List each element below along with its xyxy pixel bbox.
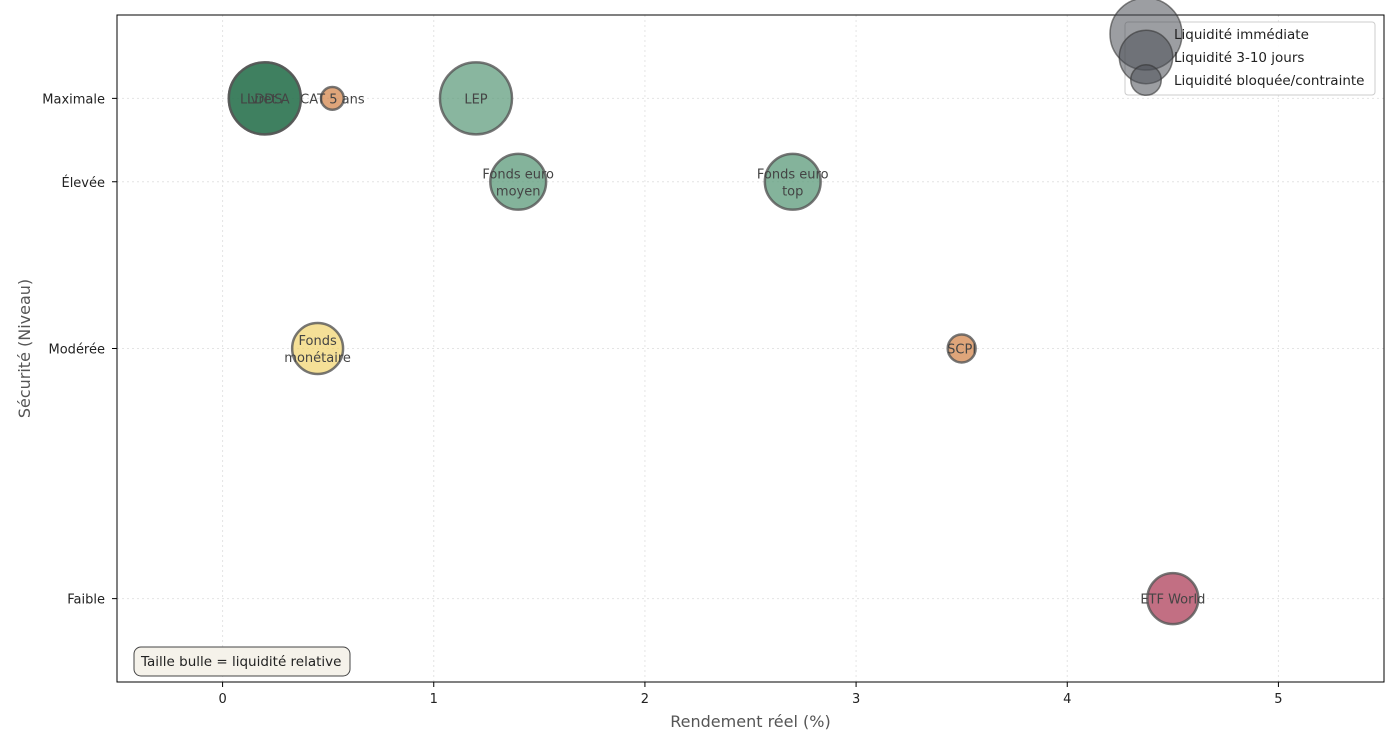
- ticks: 0 1 2 3 4 5 Faible Modérée Élevée Maximale: [42, 92, 1282, 707]
- x-tick-label: 4: [1063, 692, 1071, 707]
- bubble-label-cat-5-ans: CAT 5 ans: [300, 92, 365, 107]
- bubble-label-lep: LEP: [464, 92, 487, 107]
- y-axis-title: Sécurité (Niveau): [15, 279, 34, 418]
- bubble-label-fonds-monetaire: Fonds: [298, 334, 336, 349]
- x-tick-label: 3: [852, 692, 860, 707]
- legend-label: Liquidité immédiate: [1174, 27, 1309, 43]
- legend-marker: [1129, 63, 1163, 97]
- bubble-label-fonds-euro-top: Fonds euro: [757, 167, 829, 182]
- bubble-scpi: [946, 333, 977, 364]
- y-tick-label: Élevée: [61, 175, 105, 191]
- bubble-label-fonds-euro-moyen: Fonds euro: [482, 167, 554, 182]
- bubble-label-etf-world: ETF World: [1140, 593, 1205, 608]
- y-tick-label: Faible: [67, 593, 105, 608]
- bubble-label-fonds-euro-moyen: moyen: [496, 184, 541, 199]
- size-note: Taille bulle = liquidité relative: [133, 646, 351, 677]
- x-tick-label: 0: [218, 692, 226, 707]
- bubble-label-scpi: SCPI: [947, 343, 976, 358]
- bubbles: [227, 61, 1200, 626]
- bubble-label-fonds-euro-top: top: [782, 184, 803, 199]
- bubble-livret-a: [227, 61, 303, 136]
- note-box: [133, 646, 351, 677]
- y-tick-label: Maximale: [42, 92, 105, 107]
- x-axis-title: Rendement réel (%): [670, 712, 830, 731]
- size-note-text: Taille bulle = liquidité relative: [140, 654, 341, 670]
- bubble-fonds-euro-top: [763, 152, 822, 211]
- bubble-fonds-monetaire: [290, 321, 345, 376]
- legend-label: Liquidité bloquée/contrainte: [1174, 73, 1364, 89]
- bubble-etf-world: [1146, 571, 1200, 626]
- y-tick-label: Modérée: [49, 343, 105, 358]
- bubble-label-fonds-monetaire: monétaire: [284, 351, 351, 366]
- bubble-lep: [438, 61, 514, 136]
- legend: Liquidité immédiate Liquidité 3-10 jours L…: [1109, 0, 1376, 97]
- bubble-cat-5-ans: [319, 85, 346, 112]
- x-tick-label: 5: [1274, 692, 1282, 707]
- x-tick-label: 1: [430, 692, 438, 707]
- bubble-label-livret-a: Livret A: [240, 92, 290, 107]
- legend-label: Liquidité 3-10 jours: [1174, 50, 1304, 66]
- bubble-label-ldds: LDDS: [247, 92, 283, 107]
- bubble-fonds-euro-moyen: [489, 152, 548, 211]
- x-tick-label: 2: [641, 692, 649, 707]
